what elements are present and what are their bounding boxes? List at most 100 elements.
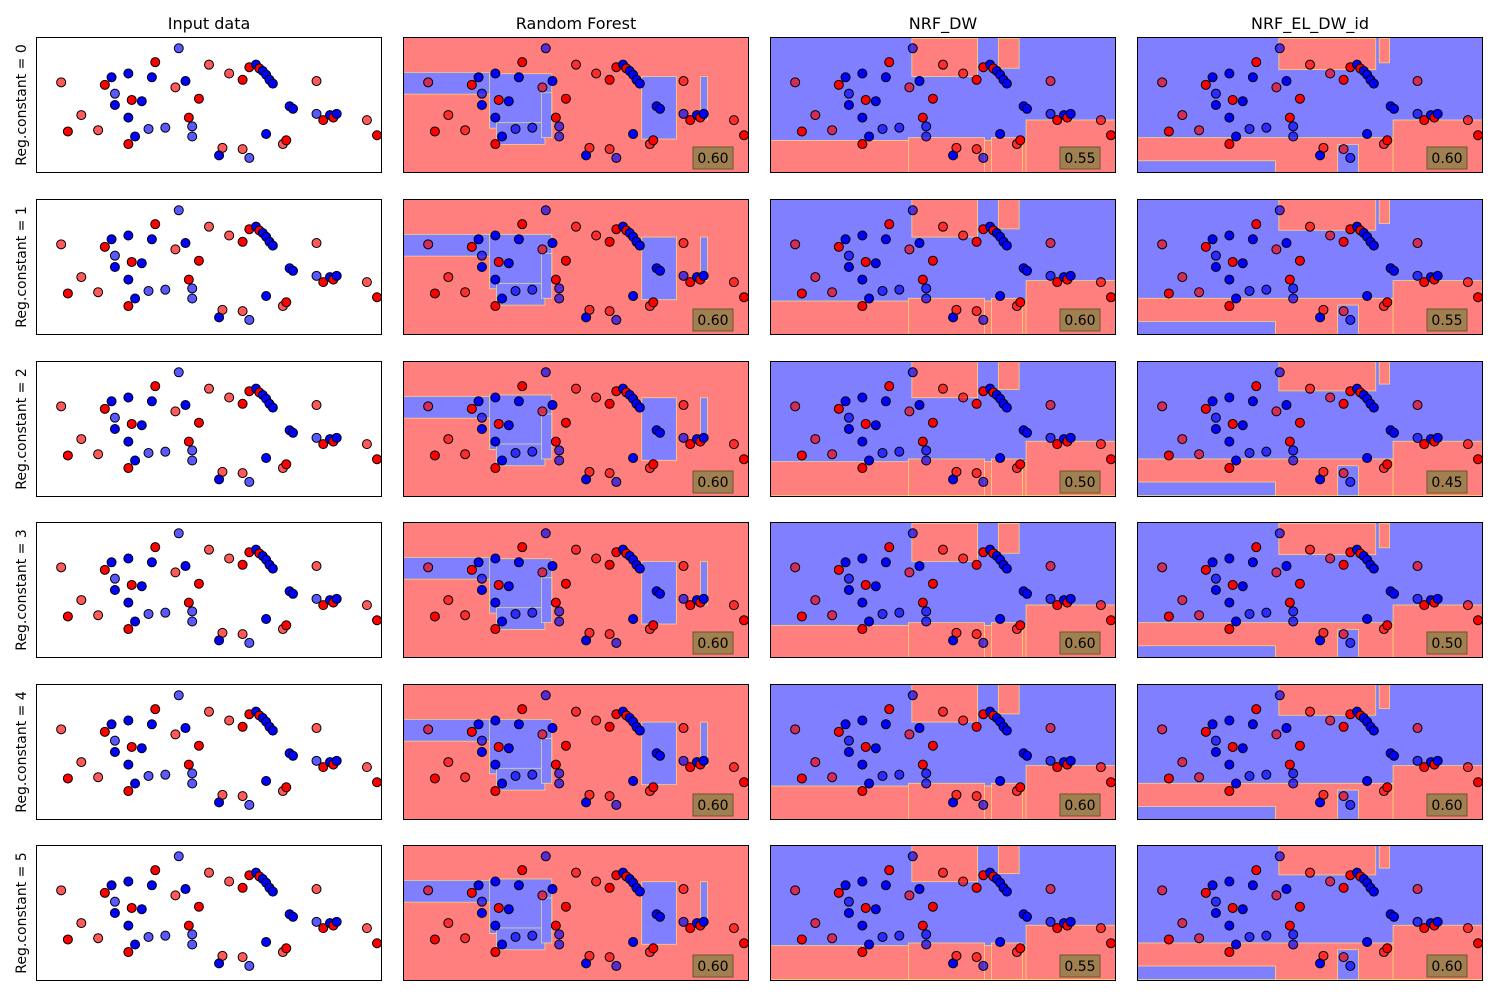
data-point-blue — [864, 778, 875, 789]
data-point-red — [1227, 94, 1238, 105]
score-box — [692, 793, 734, 817]
data-point-blue — [497, 616, 508, 627]
data-point-blue — [1224, 597, 1235, 608]
decision-region-red — [1378, 199, 1390, 224]
data-point-red — [76, 110, 87, 121]
data-point-blue — [870, 581, 881, 592]
data-point-blue — [1281, 561, 1292, 572]
plot-area — [403, 522, 749, 658]
data-point-blue — [123, 68, 134, 79]
data-point-blue — [880, 396, 891, 407]
data-point-red — [1157, 77, 1168, 88]
data-point-red — [1095, 923, 1106, 934]
score-label: 0.55 — [1064, 959, 1095, 975]
data-point-blue — [106, 72, 117, 83]
data-point-red — [1271, 244, 1282, 255]
data-point-blue — [267, 563, 278, 574]
data-point-blue — [261, 290, 272, 301]
data-point-red — [728, 923, 739, 934]
data-point-red — [917, 436, 928, 447]
data-point-red — [1163, 126, 1174, 137]
data-point-blue — [473, 234, 484, 245]
data-point-blue — [1288, 929, 1299, 940]
data-point-blue — [1412, 270, 1423, 281]
data-point-blue — [843, 747, 854, 757]
data-point-red — [884, 704, 895, 715]
data-point-red — [827, 933, 838, 944]
subplot-r4-c3: 0.60 — [1137, 684, 1483, 820]
data-point-blue — [843, 896, 854, 907]
data-point-blue — [877, 770, 888, 781]
data-point-red — [1412, 76, 1423, 87]
plot-area — [36, 361, 382, 497]
data-point-red — [361, 762, 372, 773]
data-point-blue — [1231, 455, 1242, 466]
data-point-red — [728, 277, 739, 288]
data-point-red — [1294, 740, 1305, 751]
plot-frame — [403, 199, 749, 335]
data-point-blue — [611, 960, 622, 971]
data-point-blue — [331, 432, 342, 443]
decision-region-red — [997, 199, 1020, 230]
data-point-red — [971, 144, 982, 155]
data-point-blue — [187, 606, 198, 617]
data-point-red — [93, 449, 104, 460]
data-point-red — [833, 726, 844, 737]
data-point-blue — [288, 750, 298, 761]
decision-region-blue — [541, 92, 553, 139]
data-point-blue — [554, 455, 565, 466]
data-point-blue — [921, 778, 932, 789]
data-point-red — [1382, 782, 1393, 793]
data-point-red — [1412, 400, 1423, 411]
data-point-blue — [1288, 131, 1299, 142]
data-point-red — [1412, 561, 1423, 572]
data-point-blue — [877, 931, 888, 942]
data-point-blue — [864, 455, 875, 466]
data-point-blue — [843, 573, 854, 584]
data-point-red — [281, 782, 292, 793]
data-point-red — [183, 436, 194, 447]
data-point-red — [183, 274, 194, 285]
data-point-blue — [1362, 613, 1373, 624]
data-point-blue — [187, 293, 198, 304]
data-point-blue — [921, 616, 932, 627]
data-point-red — [958, 68, 969, 79]
data-point-red — [217, 950, 228, 961]
data-point-red — [1294, 578, 1305, 589]
data-point-blue — [123, 436, 134, 447]
data-point-red — [1338, 629, 1349, 640]
data-point-blue — [510, 770, 521, 781]
data-point-red — [423, 401, 434, 412]
data-point-red — [1194, 772, 1205, 783]
data-point-red — [1045, 884, 1056, 895]
decision-region-red — [403, 37, 749, 173]
data-point-blue — [146, 396, 157, 407]
data-point-red — [1163, 773, 1174, 784]
data-point-red — [1177, 434, 1188, 445]
data-point-red — [604, 236, 615, 247]
data-point-blue — [180, 561, 191, 572]
data-point-red — [917, 759, 928, 770]
data-point-blue — [1412, 755, 1423, 766]
data-point-blue — [554, 445, 565, 456]
data-point-red — [62, 288, 73, 299]
data-point-red — [938, 867, 948, 878]
data-point-red — [833, 79, 844, 90]
data-point-red — [237, 144, 248, 155]
data-point-blue — [1274, 690, 1285, 701]
score-box — [692, 631, 734, 655]
plot-frame — [770, 361, 1116, 497]
plot-area — [1137, 361, 1483, 497]
data-point-blue — [180, 723, 191, 734]
data-point-red — [796, 934, 807, 945]
data-point-blue — [655, 265, 665, 276]
data-point-red — [739, 130, 749, 141]
data-point-red — [170, 567, 181, 578]
data-point-blue — [109, 573, 120, 584]
data-point-blue — [840, 396, 851, 407]
score-box — [1059, 146, 1101, 170]
data-point-red — [1194, 125, 1205, 136]
data-point-red — [1284, 759, 1295, 770]
data-point-red — [1251, 219, 1262, 230]
data-point-blue — [106, 396, 117, 407]
